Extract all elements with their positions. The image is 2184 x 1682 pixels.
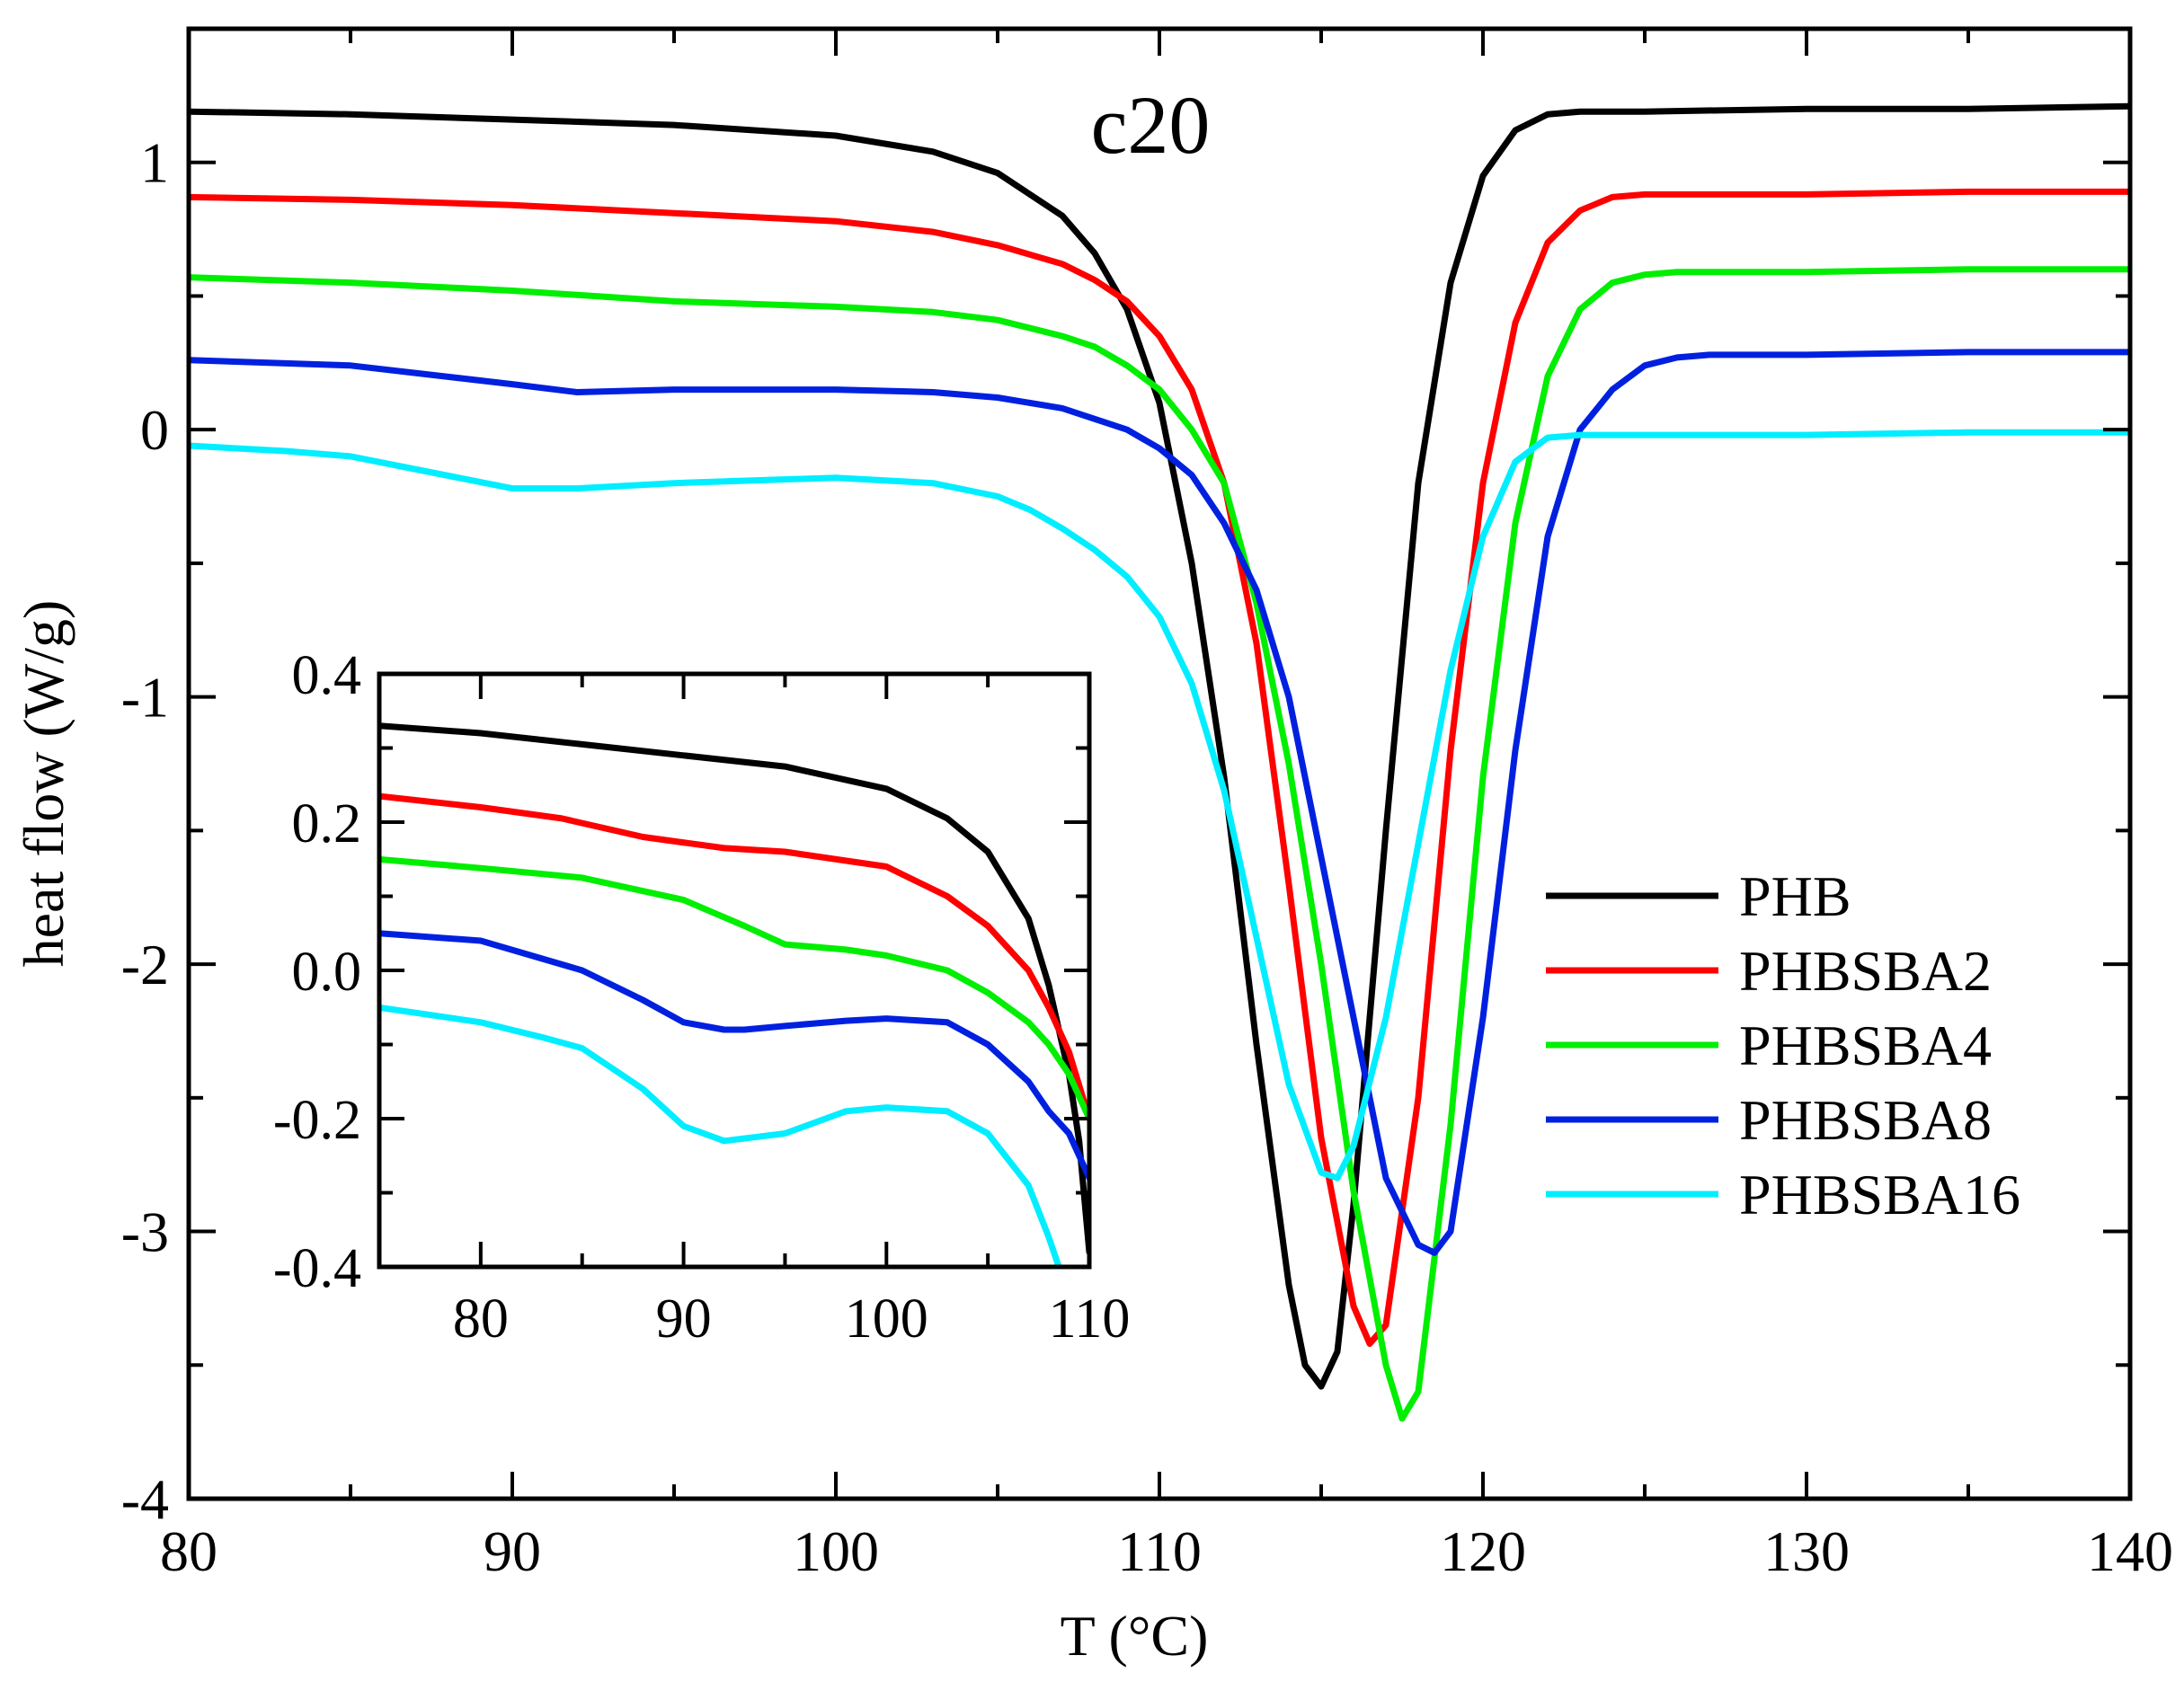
main-y-tick-label: -2 — [121, 933, 169, 996]
inset-background — [379, 674, 1089, 1267]
inset-x-tick-label: 100 — [845, 1288, 928, 1350]
inset-y-tick-label: 0.4 — [292, 645, 362, 706]
inset-series-line-phbsba4 — [379, 855, 1089, 1122]
inset-series-line-phbsba8 — [379, 930, 1089, 1182]
main-x-tick-label: 140 — [2087, 1519, 2173, 1583]
inset-x-tick-label: 110 — [1049, 1288, 1131, 1350]
main-x-tick-label: 90 — [484, 1519, 541, 1583]
main-series-line-phbsba16 — [189, 429, 2130, 1182]
main-series-line-phbsba8 — [189, 349, 2130, 1256]
inset-y-tick-label: -0.2 — [273, 1090, 361, 1151]
main-y-tick-label: 1 — [140, 131, 169, 195]
main-y-tick-label: -3 — [121, 1200, 169, 1264]
inset-series-line-phbsba16 — [379, 1004, 1062, 1267]
legend-label-phbsba16: PHBSBA16 — [1739, 1163, 2020, 1226]
legend-label-phb: PHB — [1739, 864, 1851, 928]
main-series-line-phbsba2 — [189, 188, 2130, 1347]
legend-label-phbsba4: PHBSBA4 — [1739, 1014, 1992, 1077]
main-y-tick-label: 0 — [140, 398, 169, 462]
main-x-tick-label: 120 — [1440, 1519, 1526, 1583]
x-axis-title: T (°C) — [1061, 1604, 1209, 1668]
legend-label-phbsba8: PHBSBA8 — [1739, 1088, 1992, 1152]
main-plot: 80 90 100 110 120 130 140 -4 -3 -2 -1 0 1 — [121, 26, 2173, 1583]
chart-title: c20 — [1091, 79, 1211, 171]
inset-y-tick-label: 0.2 — [292, 793, 362, 854]
main-x-tick-label: 80 — [160, 1519, 218, 1583]
legend: PHB PHBSBA2 PHBSBA4 PHBSBA8 PHBSBA16 — [1546, 864, 2020, 1226]
inset-series-line-phbsba2 — [379, 792, 1089, 1122]
main-y-tick-label: -4 — [121, 1467, 169, 1531]
legend-label-phbsba2: PHBSBA2 — [1739, 939, 1992, 1003]
main-series-line-phb — [189, 102, 2130, 1390]
main-series-group — [189, 102, 2130, 1422]
inset-y-tick-label: 0.0 — [292, 942, 362, 1003]
inset-x-tick-label: 80 — [453, 1288, 509, 1350]
inset-plot: 80 90 100 110 -0.4 -0.2 0.0 0.2 0.4 — [273, 645, 1131, 1350]
inset-x-tick-label: 90 — [656, 1288, 712, 1350]
y-axis-title: heat flow (W/g) — [12, 600, 75, 968]
main-x-tick-label: 100 — [793, 1519, 879, 1583]
main-series-line-phbsba4 — [189, 266, 2130, 1422]
inset-series-group — [379, 722, 1089, 1267]
main-x-tick-label: 110 — [1117, 1519, 1202, 1583]
inset-y-tick-label: -0.4 — [273, 1238, 361, 1299]
main-y-tick-label: -1 — [121, 666, 169, 730]
main-x-tick-label: 130 — [1763, 1519, 1850, 1583]
